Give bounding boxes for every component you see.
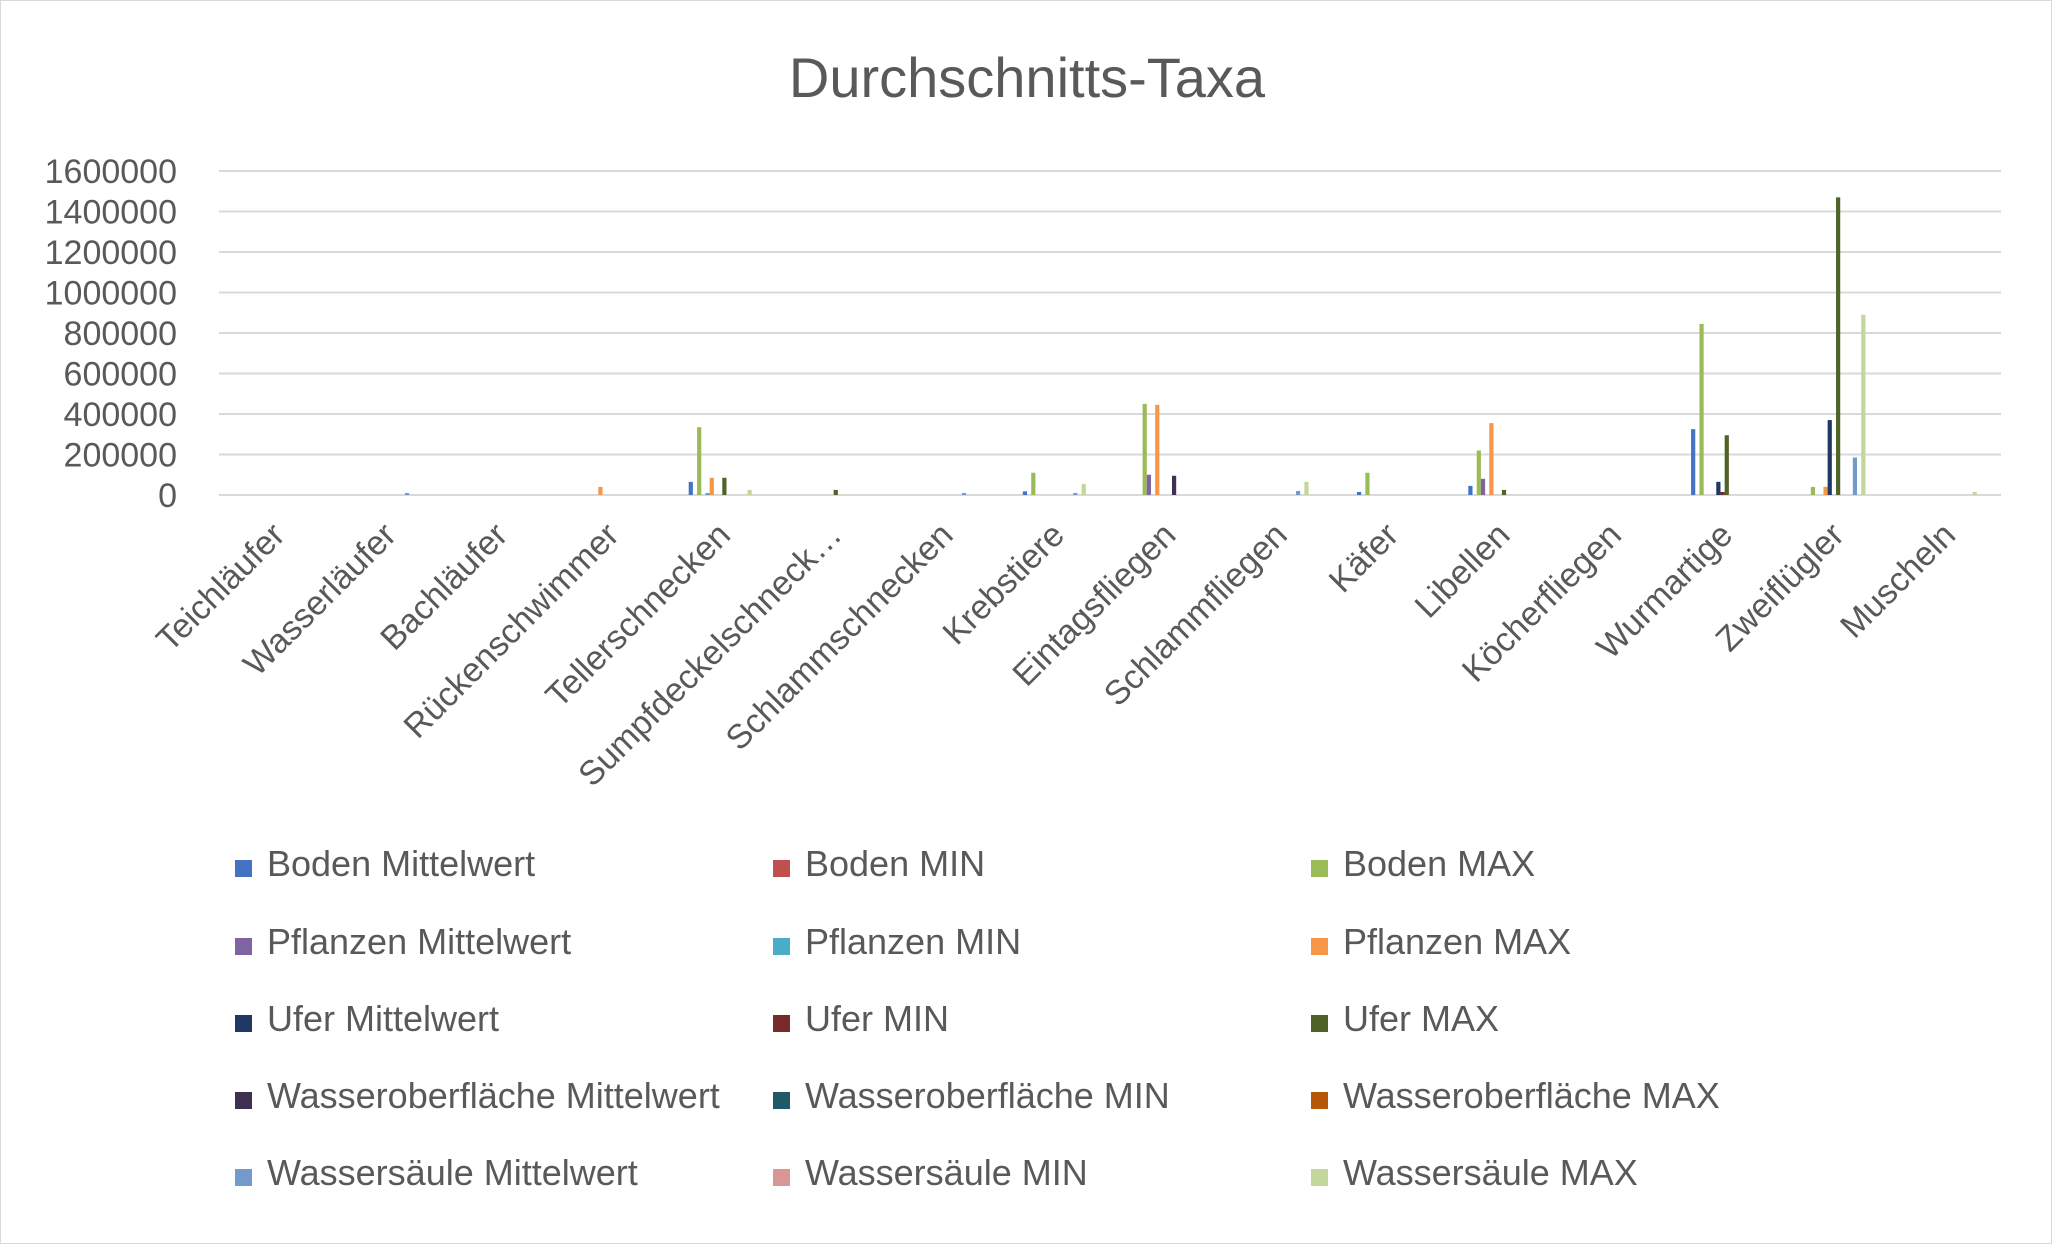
legend-swatch (235, 860, 252, 877)
y-tick-label: 1200000 (45, 234, 177, 272)
legend-swatch (773, 1169, 790, 1186)
bar (1295, 490, 1301, 495)
legend-swatch (235, 1092, 252, 1109)
bar (1022, 491, 1028, 495)
y-tick-label: 1000000 (45, 275, 177, 313)
y-tick-label: 600000 (64, 356, 177, 394)
bar (598, 486, 603, 495)
bar (705, 492, 710, 495)
bar (1480, 478, 1486, 495)
legend-label: Ufer MAX (1343, 998, 1499, 1039)
legend-swatch (773, 860, 790, 877)
bar (1861, 314, 1866, 495)
y-tick-label: 1600000 (45, 153, 177, 191)
bar (1073, 492, 1078, 495)
chart-title: Durchschnitts-Taxa (788, 46, 1266, 109)
legend-swatch (1311, 1092, 1328, 1109)
legend-swatch (1311, 1169, 1328, 1186)
bar (709, 477, 714, 495)
legend-label: Boden MAX (1343, 843, 1535, 884)
legend-swatch (235, 1169, 252, 1186)
legend-swatch (773, 1092, 790, 1109)
legend-swatch (773, 938, 790, 955)
bar (747, 489, 752, 495)
bar (722, 477, 727, 495)
bar (833, 489, 838, 495)
bar (1972, 491, 1977, 495)
legend-label: Wassersäule MIN (805, 1152, 1088, 1193)
bar (1031, 472, 1036, 495)
legend-label: Wassersäule Mittelwert (267, 1152, 638, 1193)
bar (1836, 197, 1841, 495)
bar (1142, 403, 1147, 495)
bar (1724, 435, 1729, 495)
legend-label: Wassersäule MAX (1343, 1152, 1638, 1193)
bar (1155, 404, 1160, 495)
y-tick-label: 1400000 (45, 194, 177, 232)
legend-label: Pflanzen Mittelwert (267, 921, 571, 962)
legend: Boden Mittelwert Boden MIN Boden MAX Pflanz… (235, 843, 1720, 1193)
legend-swatch (1311, 938, 1328, 955)
bar (1476, 450, 1481, 495)
legend-label: Wasseroberfläche MAX (1343, 1075, 1720, 1116)
bar (1356, 491, 1362, 495)
bar (1823, 486, 1828, 495)
y-tick-label: 400000 (64, 396, 177, 434)
y-tick-label: 0 (158, 477, 177, 515)
legend-label: Boden MIN (805, 843, 985, 884)
bar (1365, 472, 1370, 495)
bar (1699, 323, 1704, 495)
legend-swatch (1311, 860, 1328, 877)
legend-swatch (235, 938, 252, 955)
x-tick-label: Rückenschwimmer (397, 516, 627, 746)
bar (404, 492, 410, 495)
bar (688, 481, 693, 495)
bars (404, 197, 1977, 495)
bar (1810, 486, 1816, 495)
legend-label: Ufer Mittelwert (267, 998, 499, 1039)
bar (1716, 481, 1721, 495)
gridlines (219, 170, 2001, 496)
y-tick-label: 800000 (64, 315, 177, 353)
bar (1171, 475, 1177, 495)
legend-label: Ufer MIN (805, 998, 949, 1039)
y-tick-label: 200000 (64, 437, 177, 475)
bar (1501, 489, 1507, 495)
legend-swatch (773, 1015, 790, 1032)
x-axis-tick-labels: TeichläuferWasserläuferBachläuferRückens… (149, 516, 1963, 794)
x-tick-label: Käfer (1322, 516, 1406, 600)
bar (1691, 429, 1696, 495)
bar (1852, 457, 1858, 495)
bar (1720, 491, 1725, 495)
bar (1081, 483, 1086, 495)
bar (961, 492, 967, 495)
bar (1304, 481, 1309, 495)
legend-swatch (235, 1015, 252, 1032)
x-tick-label: Muscheln (1833, 516, 1963, 646)
bar (1468, 485, 1473, 495)
bar (1827, 420, 1832, 495)
bar (1489, 423, 1494, 495)
legend-label: Wasseroberfläche MIN (805, 1075, 1170, 1116)
bar (697, 427, 702, 495)
y-axis-tick-labels: 0200000400000600000800000100000012000001… (45, 153, 177, 515)
legend-label: Pflanzen MIN (805, 921, 1021, 962)
legend-label: Pflanzen MAX (1343, 921, 1571, 962)
bar (1146, 474, 1151, 495)
x-tick-label: Libellen (1408, 516, 1518, 626)
legend-label: Wasseroberfläche Mittelwert (267, 1075, 720, 1116)
legend-label: Boden Mittelwert (267, 843, 535, 884)
legend-swatch (1311, 1015, 1328, 1032)
